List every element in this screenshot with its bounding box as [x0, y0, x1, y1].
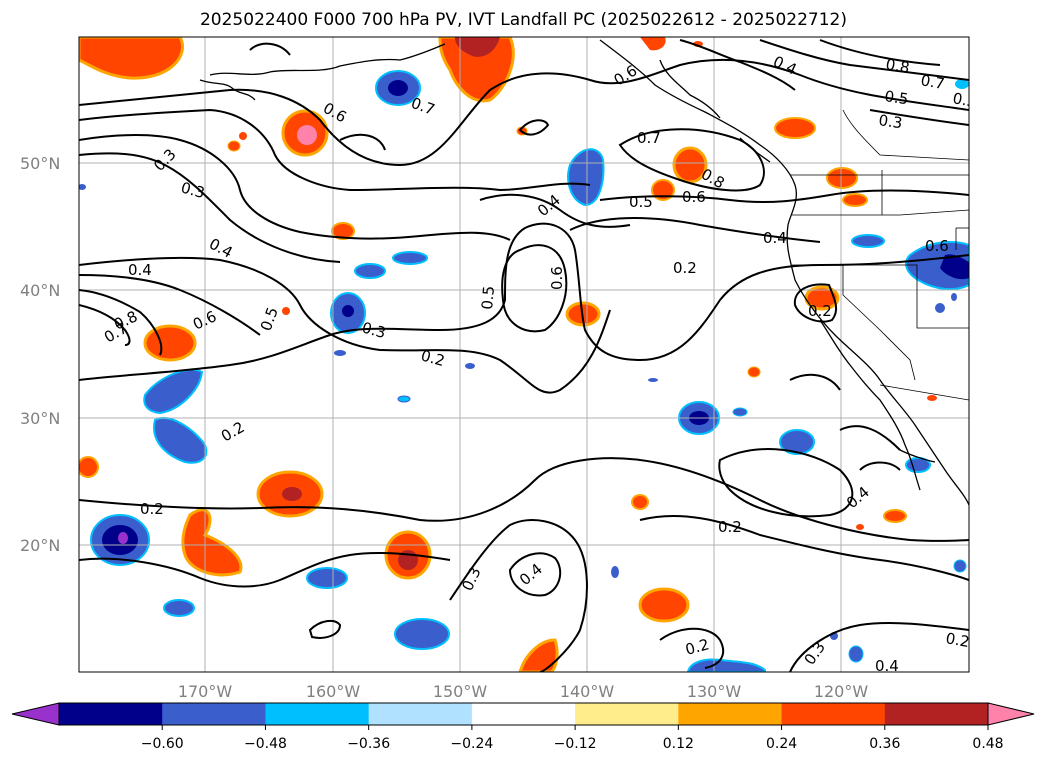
- contour-label: 0.3: [179, 178, 207, 202]
- colorbar-tick-label: −0.12: [554, 736, 597, 752]
- colorbar-tick-label: 0.36: [869, 736, 900, 752]
- lat-label-40n: 40°N: [20, 281, 60, 300]
- colorbar-extend-high: [987, 702, 1035, 726]
- contour-label: 0.4: [875, 657, 899, 675]
- lat-label-50n: 50°N: [20, 154, 60, 173]
- colorbar-swatch: [884, 703, 989, 725]
- contour-label: 0.3: [360, 318, 388, 342]
- colorbar-tick-label: 0.24: [766, 736, 797, 752]
- lat-label-20n: 20°N: [20, 536, 60, 555]
- latitude-labels: 50°N 40°N 30°N 20°N: [20, 154, 60, 555]
- contour-label: 0.7: [637, 129, 661, 147]
- contour-label: 0.2: [140, 500, 164, 518]
- lon-label-170w: 170°W: [178, 682, 233, 701]
- contour-label: 0.2: [718, 518, 742, 536]
- colorbar-tick-label: −0.24: [450, 736, 493, 752]
- coastlines: [199, 39, 969, 506]
- pv-positive-anomalies: [79, 37, 937, 672]
- contour-label: 0.2: [944, 629, 971, 651]
- contour-label: 0.2: [673, 259, 697, 277]
- contour-label: 0.5: [478, 285, 498, 310]
- colorbar-tick-label: −0.48: [244, 736, 287, 752]
- colorbar: −0.60 −0.48 −0.36 −0.24 −0.12 0.12 0.24 0.36 0.4…: [11, 702, 1035, 752]
- colorbar-swatch: [162, 703, 266, 725]
- colorbar-swatch: [265, 703, 370, 725]
- longitude-labels: 170°W 160°W 150°W 140°W 130°W 120°W: [178, 682, 869, 701]
- contour-label: 0.6: [548, 266, 566, 290]
- map-frame: [78, 36, 970, 673]
- contour-label: 0.3: [877, 111, 903, 132]
- lat-label-30n: 30°N: [20, 409, 60, 428]
- colorbar-swatch: [368, 703, 473, 725]
- contour-label: 0.2: [419, 346, 447, 370]
- colorbar-swatch: [678, 703, 783, 725]
- colorbar-tick-label: −0.60: [141, 736, 184, 752]
- contour-label: 0.6: [925, 237, 949, 255]
- contour-label: 0.5: [951, 89, 978, 111]
- contour-label: 0.7: [919, 71, 946, 93]
- lon-label-140w: 140°W: [560, 682, 615, 701]
- colorbar-swatch: [781, 703, 886, 725]
- colorbar-swatch: [471, 703, 576, 725]
- lon-label-160w: 160°W: [306, 682, 361, 701]
- pv-contours: [79, 39, 969, 672]
- colorbar-tick-label: 0.48: [972, 736, 1003, 752]
- contour-label: 0.6: [682, 188, 706, 206]
- map-title: 2025022400 F000 700 hPa PV, IVT Landfall…: [199, 10, 847, 30]
- colorbar-tick-label: 0.12: [663, 736, 694, 752]
- political-boundaries: [790, 109, 969, 401]
- graticule: [79, 37, 969, 672]
- lon-label-130w: 130°W: [687, 682, 742, 701]
- contour-label: 0.4: [763, 229, 787, 247]
- lon-label-120w: 120°W: [814, 682, 869, 701]
- contour-label: 0.5: [629, 193, 653, 211]
- contour-label: 0.4: [128, 261, 152, 279]
- colorbar-extend-low: [11, 702, 60, 726]
- colorbar-outline: [58, 702, 989, 726]
- colorbar-tick-label: −0.36: [347, 736, 390, 752]
- contour-label: 0.2: [808, 302, 832, 320]
- colorbar-swatch: [59, 703, 163, 725]
- map-panel: 0.6 0.7 0.4 0.8 0.7 0.5 0.3 0.3 0.3 0.4 …: [79, 37, 978, 675]
- contour-label: 0.5: [883, 87, 909, 108]
- colorbar-swatch: [575, 703, 679, 725]
- contour-label: 0.2: [683, 635, 711, 659]
- contour-label: 0.8: [884, 55, 911, 77]
- lon-label-150w: 150°W: [433, 682, 488, 701]
